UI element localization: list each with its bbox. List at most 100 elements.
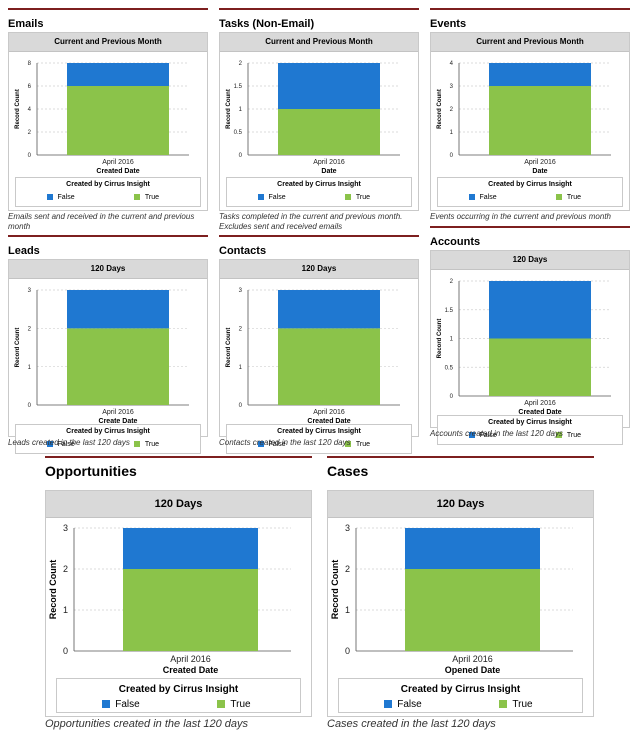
- y-tick-label: 0: [239, 153, 243, 159]
- chart-svg: 0 0.5 1 1.5 2 April 2016 Date Record Count: [226, 61, 400, 175]
- y-axis-label: Record Count: [330, 560, 340, 620]
- x-tick-label: April 2016: [102, 159, 134, 166]
- chart-svg: 0 1 2 3 4 April 2016 Date Record Count: [437, 61, 611, 175]
- legend-swatch: [133, 194, 140, 200]
- legend: Created by Cirrus Insight False True: [226, 177, 412, 207]
- chart-header: Current and Previous Month: [220, 33, 418, 52]
- chart-caption: Events occurring in the current and prev…: [430, 212, 611, 221]
- x-axis-label: Created Date: [307, 418, 350, 425]
- chart-caption: Accounts created in the last 120 days: [430, 429, 563, 438]
- x-axis-label: Created Date: [163, 665, 219, 675]
- chart-header: 120 Days: [328, 491, 593, 518]
- legend-title: Created by Cirrus Insight: [277, 428, 361, 435]
- x-tick-label: April 2016: [102, 409, 134, 416]
- legend-label: False: [268, 441, 286, 448]
- legend: Created by Cirrus Insight False True: [338, 678, 583, 713]
- y-tick-label: 1.5: [445, 308, 454, 314]
- legend-swatch: [344, 441, 351, 447]
- chart-caption: Emails sent and received in the current …: [8, 212, 195, 231]
- legend-label: False: [479, 194, 497, 201]
- chart-caption: Tasks completed in the current and previ…: [219, 212, 403, 231]
- legend-label: True: [566, 432, 582, 439]
- legend-item-true: True: [217, 699, 251, 710]
- bar-false: [278, 63, 380, 109]
- panel-title: Accounts: [430, 236, 481, 248]
- y-tick-label: 2: [345, 564, 350, 574]
- x-axis-label: Opened Date: [445, 665, 501, 675]
- legend-title: Created by Cirrus Insight: [118, 684, 239, 695]
- legend-label: True: [566, 194, 582, 201]
- y-axis-label: Record Count: [226, 89, 232, 129]
- y-tick-label: 2: [28, 130, 32, 136]
- legend-label: True: [144, 194, 160, 201]
- bar-true: [123, 569, 258, 651]
- legend-item-false: False: [46, 194, 75, 201]
- legend-swatch: [555, 432, 562, 438]
- legend-swatch: [344, 194, 351, 200]
- y-tick-label: 2: [28, 326, 32, 332]
- bar-false: [489, 281, 591, 339]
- y-tick-label: 2: [450, 107, 454, 113]
- y-axis-label: Record Count: [437, 89, 443, 129]
- x-tick-label: April 2016: [313, 159, 345, 166]
- legend-swatch: [217, 700, 226, 708]
- y-tick-label: 3: [450, 84, 454, 90]
- bar-false: [489, 63, 591, 86]
- x-tick-label: April 2016: [313, 409, 345, 416]
- y-axis-label: Record Count: [226, 328, 232, 368]
- y-tick-label: 0.5: [445, 365, 454, 371]
- panel-accounts: Accounts 120 Days 0 0.5 1 1.5 2 April 2016 Creat…: [430, 226, 630, 445]
- y-tick-label: 0: [63, 646, 68, 656]
- bar-true: [278, 328, 380, 405]
- chart-svg: 0 0.5 1 1.5 2 April 2016 Created Date Record Co…: [437, 279, 611, 416]
- legend-item-false: False: [46, 441, 75, 448]
- legend-label: False: [397, 699, 422, 710]
- chart-caption: Leads created in the last 120 days: [8, 438, 130, 447]
- panel-title: Emails: [8, 18, 44, 30]
- chart-svg: 0 2 4 6 8 April 2016 Created Date Record Count: [15, 61, 189, 175]
- bar-false: [123, 528, 258, 569]
- y-tick-label: 2: [239, 61, 243, 67]
- legend-item-true: True: [555, 432, 582, 439]
- y-axis-label: Record Count: [15, 328, 21, 368]
- chart-box: 120 Days 0 1 2 3 April 2016 Created Date Record…: [219, 259, 419, 454]
- legend-swatch: [46, 441, 53, 447]
- legend-title: Created by Cirrus Insight: [400, 684, 521, 695]
- section-rule: [45, 456, 312, 458]
- section-rule: [8, 235, 208, 237]
- legend-swatch: [257, 441, 264, 447]
- panel-emails: Emails Current and Previous Month 0 2 4 6 8 Apr…: [8, 8, 208, 233]
- y-axis-label: Record Count: [15, 89, 21, 129]
- chart-header: 120 Days: [431, 251, 629, 270]
- x-axis-label: Created Date: [518, 409, 561, 416]
- y-tick-label: 1: [239, 365, 243, 371]
- legend-title: Created by Cirrus Insight: [66, 428, 150, 435]
- panel-title: Opportunities: [45, 463, 137, 479]
- legend: Created by Cirrus Insight False True: [15, 177, 201, 207]
- legend-item-true: True: [499, 699, 533, 710]
- legend-label: False: [115, 699, 140, 710]
- legend-item-true: True: [344, 194, 371, 201]
- chart-box: 120 Days 0 1 2 3 April 2016 Create Date Record …: [8, 259, 208, 454]
- panel-opportunities: Opportunities 120 Days 0 1 2 3 April 2016 Creat…: [45, 456, 312, 736]
- chart-header: 120 Days: [46, 491, 311, 518]
- y-tick-label: 0: [28, 403, 32, 409]
- y-tick-label: 1: [239, 107, 243, 113]
- bar-false: [405, 528, 540, 569]
- chart-caption: Opportunities created in the last 120 da…: [45, 718, 249, 730]
- legend-label: True: [355, 194, 371, 201]
- y-tick-label: 4: [28, 107, 32, 113]
- x-axis-label: Created Date: [96, 168, 139, 175]
- x-tick-label: April 2016: [524, 159, 556, 166]
- panel-tasks: Tasks (Non-Email) Current and Previous Mo…: [219, 8, 419, 233]
- x-tick-label: April 2016: [452, 654, 493, 664]
- section-rule: [219, 8, 419, 10]
- legend: Created by Cirrus Insight False True: [56, 678, 301, 713]
- legend-swatch: [468, 432, 475, 438]
- legend-item-true: True: [133, 194, 160, 201]
- legend-title: Created by Cirrus Insight: [277, 181, 361, 188]
- y-axis-label: Record Count: [437, 319, 443, 359]
